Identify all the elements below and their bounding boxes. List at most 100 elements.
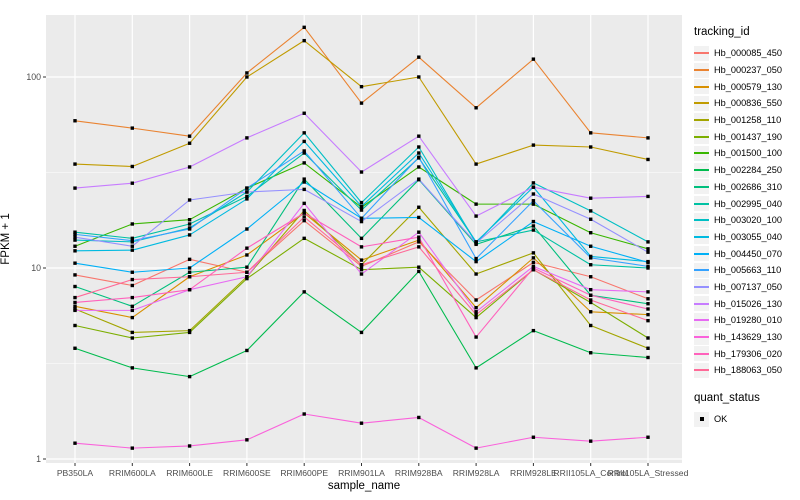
data-point <box>531 260 536 265</box>
data-point <box>531 192 536 196</box>
data-point <box>646 302 650 306</box>
legend-item-label: Hb_179306_020 <box>714 348 782 359</box>
data-point <box>417 240 421 244</box>
legend-key-swatch <box>694 229 709 245</box>
legend-item-label: Hb_002284_250 <box>714 165 782 176</box>
data-point <box>130 304 134 309</box>
data-point <box>417 55 421 59</box>
legend-item-label: Hb_143629_130 <box>714 332 782 343</box>
legend-item: Hb_001437_190 <box>694 128 800 145</box>
x-tick-label: RRIM901LA <box>338 468 385 478</box>
y-tick-label: 100 <box>26 72 41 82</box>
legend-item-label: Hb_001437_190 <box>714 131 782 142</box>
data-point <box>531 181 536 185</box>
data-point <box>589 209 593 213</box>
data-point <box>531 328 536 333</box>
legend-item: Hb_000085_450 <box>694 45 800 62</box>
data-point <box>589 300 593 305</box>
data-point <box>589 310 593 314</box>
data-point <box>417 134 421 138</box>
data-point <box>302 149 306 153</box>
data-point <box>302 211 306 215</box>
legend-title-quant-status: quant_status <box>694 391 760 404</box>
data-point <box>130 336 134 340</box>
legend-item-label: Hb_188063_050 <box>714 365 782 376</box>
x-tick-label: RRII105LA_Control <box>553 468 628 478</box>
data-point <box>359 330 364 335</box>
legend-item: Hb_002284_250 <box>694 162 800 179</box>
data-point <box>359 219 364 224</box>
data-point <box>531 57 536 61</box>
legend-line-icon <box>694 219 709 222</box>
data-point <box>73 273 77 277</box>
data-point <box>302 218 306 223</box>
data-point <box>417 165 421 169</box>
data-point <box>474 298 478 302</box>
data-point <box>474 305 478 310</box>
legend-item-label: OK <box>714 414 728 425</box>
data-point <box>245 270 249 274</box>
legend-key-swatch <box>694 196 709 212</box>
data-point <box>187 444 192 448</box>
legend-item-ok: OK <box>694 411 800 428</box>
data-point <box>73 238 77 242</box>
data-point <box>646 336 650 340</box>
legend-item-label: Hb_007137_050 <box>714 281 782 292</box>
data-point <box>73 441 77 445</box>
legend-item-label: Hb_002686_310 <box>714 181 782 192</box>
data-point <box>302 111 306 115</box>
x-axis-title: sample_name <box>327 480 401 492</box>
legend-item: Hb_003020_100 <box>694 212 800 229</box>
y-tick-label: 1 <box>36 454 41 464</box>
data-point <box>531 202 536 206</box>
data-point <box>187 198 192 202</box>
data-point <box>130 244 134 248</box>
data-point <box>302 151 306 155</box>
data-point <box>474 366 478 370</box>
data-point <box>531 199 536 203</box>
legend-line-icon <box>694 202 709 205</box>
legend-line-icon <box>694 102 709 105</box>
legend-item-label: Hb_002995_040 <box>714 198 782 209</box>
legend-item-label: Hb_003020_100 <box>714 215 782 226</box>
data-point <box>245 348 249 353</box>
data-point <box>73 261 77 265</box>
data-point <box>302 180 306 184</box>
legend-item: Hb_019280_010 <box>694 312 800 329</box>
data-point <box>130 248 134 252</box>
data-point <box>417 245 421 249</box>
legend-line-icon <box>694 185 709 188</box>
data-point <box>589 231 593 235</box>
data-point <box>302 187 306 192</box>
data-point <box>73 284 77 289</box>
data-point <box>359 200 364 205</box>
x-tick-label: RRIM600PE <box>280 468 328 478</box>
data-point <box>245 227 249 231</box>
data-point <box>589 256 593 260</box>
data-point <box>359 101 364 105</box>
data-point <box>359 263 364 267</box>
data-point <box>130 308 134 313</box>
data-point <box>130 270 134 274</box>
data-point <box>646 346 650 350</box>
x-tick-label: PB350LA <box>57 468 94 478</box>
data-point <box>187 227 192 231</box>
data-point <box>130 283 134 288</box>
legend-items: Hb_000085_450 Hb_000237_050 Hb_000579_130 H… <box>694 45 800 379</box>
data-point <box>646 194 650 199</box>
legend-item: Hb_002995_040 <box>694 195 800 212</box>
legend-key-swatch <box>694 79 709 95</box>
data-point <box>589 145 593 149</box>
legend-key-swatch <box>694 246 709 262</box>
data-point <box>245 246 249 250</box>
data-point <box>187 266 192 270</box>
data-point <box>417 155 421 159</box>
data-point <box>130 315 134 320</box>
data-point <box>589 244 593 248</box>
data-point <box>187 328 192 333</box>
data-point <box>245 276 249 281</box>
data-point <box>474 214 478 218</box>
data-point <box>359 204 364 209</box>
data-point <box>474 256 478 261</box>
x-tick-label: RRIM600SE <box>223 468 271 478</box>
